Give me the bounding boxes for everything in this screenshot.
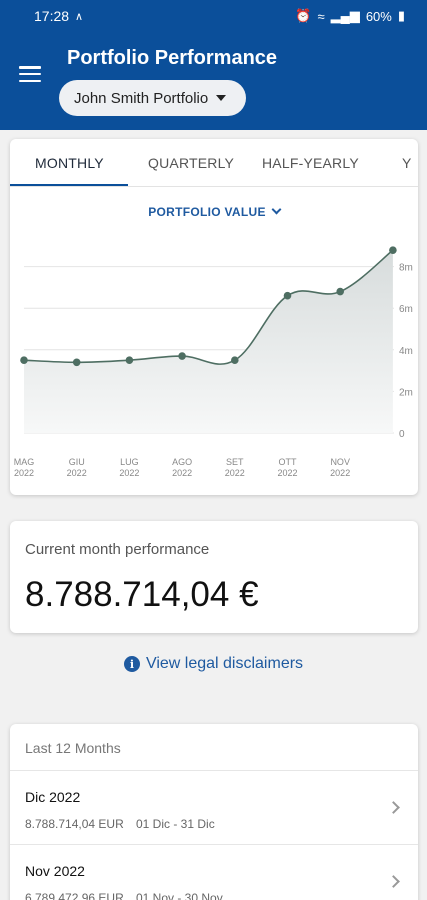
legal-disclaimers-link[interactable]: i View legal disclaimers	[0, 655, 427, 673]
menu-icon[interactable]	[19, 66, 41, 82]
caret-down-icon	[216, 95, 227, 101]
chevron-right-icon	[387, 801, 400, 814]
y-tick-label: 2m	[399, 387, 413, 398]
x-tick-label: OTT	[279, 457, 297, 467]
performance-label: Current month performance	[25, 541, 210, 558]
metric-selector[interactable]: PORTFOLIO VALUE	[10, 204, 418, 219]
x-tick-year: 2022	[14, 468, 34, 478]
row-date-range: 01 Dic - 31 Dic	[136, 817, 215, 831]
data-point	[231, 356, 239, 364]
history-card: Last 12 Months Dic 2022 8.788.714,04 EUR…	[10, 724, 418, 900]
data-point	[20, 356, 28, 364]
x-tick-label: MAG	[14, 457, 35, 467]
upload-icon: ∧	[75, 10, 84, 23]
data-point	[178, 352, 186, 360]
chart-card: MONTHLY QUARTERLY HALF-YEARLY Y PORTFOLI…	[10, 139, 418, 495]
data-point	[283, 291, 292, 300]
data-point	[336, 287, 345, 296]
x-tick-year: 2022	[330, 468, 350, 478]
x-tick-label: LUG	[120, 457, 139, 467]
info-icon: i	[123, 656, 140, 672]
row-amount: 8.788.714,04 EUR	[25, 817, 124, 831]
x-tick-label: SET	[226, 457, 244, 467]
x-tick-label: AGO	[172, 457, 192, 467]
data-point	[125, 356, 134, 364]
signal-icon: ▂▄▆	[330, 8, 360, 23]
battery-level: 60%	[365, 8, 392, 24]
wifi-icon: ≈	[317, 8, 325, 24]
portfolio-value-chart: 02m4m6m8mMAG2022GIU2022LUG2022AGO2022SET…	[14, 246, 413, 478]
period-tabs: MONTHLY QUARTERLY HALF-YEARLY Y	[10, 139, 418, 187]
page-title: Portfolio Performance	[67, 47, 278, 69]
x-tick-year: 2022	[277, 468, 297, 478]
status-time: 17:28	[34, 8, 70, 24]
battery-icon: ▮	[397, 8, 405, 23]
chevron-right-icon	[387, 875, 400, 888]
status-bar: 17:28 ∧ ⏰ ≈ ▂▄▆ 60% ▮	[0, 0, 427, 32]
legal-disclaimers-label: View legal disclaimers	[145, 655, 304, 672]
row-month: Nov 2022	[25, 863, 85, 879]
metric-label: PORTFOLIO VALUE	[148, 205, 266, 219]
tab-quarterly[interactable]: QUARTERLY	[148, 155, 235, 171]
x-tick-year: 2022	[172, 468, 192, 478]
history-title: Last 12 Months	[25, 740, 121, 756]
tab-monthly[interactable]: MONTHLY	[35, 155, 104, 171]
tab-yearly[interactable]: Y	[402, 155, 412, 171]
list-item[interactable]: Dic 2022 8.788.714,04 EUR 01 Dic - 31 Di…	[10, 770, 418, 844]
performance-card: Current month performance 8.788.714,04 €	[10, 521, 418, 633]
x-tick-year: 2022	[67, 468, 87, 478]
x-tick-label: NOV	[330, 457, 350, 467]
tab-half-yearly[interactable]: HALF-YEARLY	[262, 155, 359, 171]
data-point	[72, 358, 81, 367]
row-month: Dic 2022	[25, 789, 81, 805]
portfolio-selector[interactable]: John Smith Portfolio	[59, 80, 246, 116]
performance-value: 8.788.714,04 €	[25, 575, 259, 614]
app-header: Portfolio Performance John Smith Portfol…	[0, 32, 427, 130]
data-point	[389, 246, 397, 254]
y-tick-label: 8m	[399, 263, 413, 274]
y-tick-label: 6m	[399, 304, 413, 315]
active-tab-indicator	[10, 184, 128, 186]
alarm-icon: ⏰	[295, 8, 312, 23]
x-tick-label: GIU	[69, 457, 85, 467]
row-date-range: 01 Nov - 30 Nov	[136, 891, 223, 900]
list-item[interactable]: Nov 2022 6.789.472,96 EUR 01 Nov - 30 No…	[10, 844, 418, 900]
y-tick-label: 0	[399, 429, 405, 440]
portfolio-name: John Smith Portfolio	[74, 89, 209, 107]
y-tick-label: 4m	[399, 346, 413, 357]
x-tick-year: 2022	[225, 468, 245, 478]
row-amount: 6.789.472,96 EUR	[25, 891, 124, 900]
x-tick-year: 2022	[119, 468, 139, 478]
series-area	[24, 250, 393, 433]
